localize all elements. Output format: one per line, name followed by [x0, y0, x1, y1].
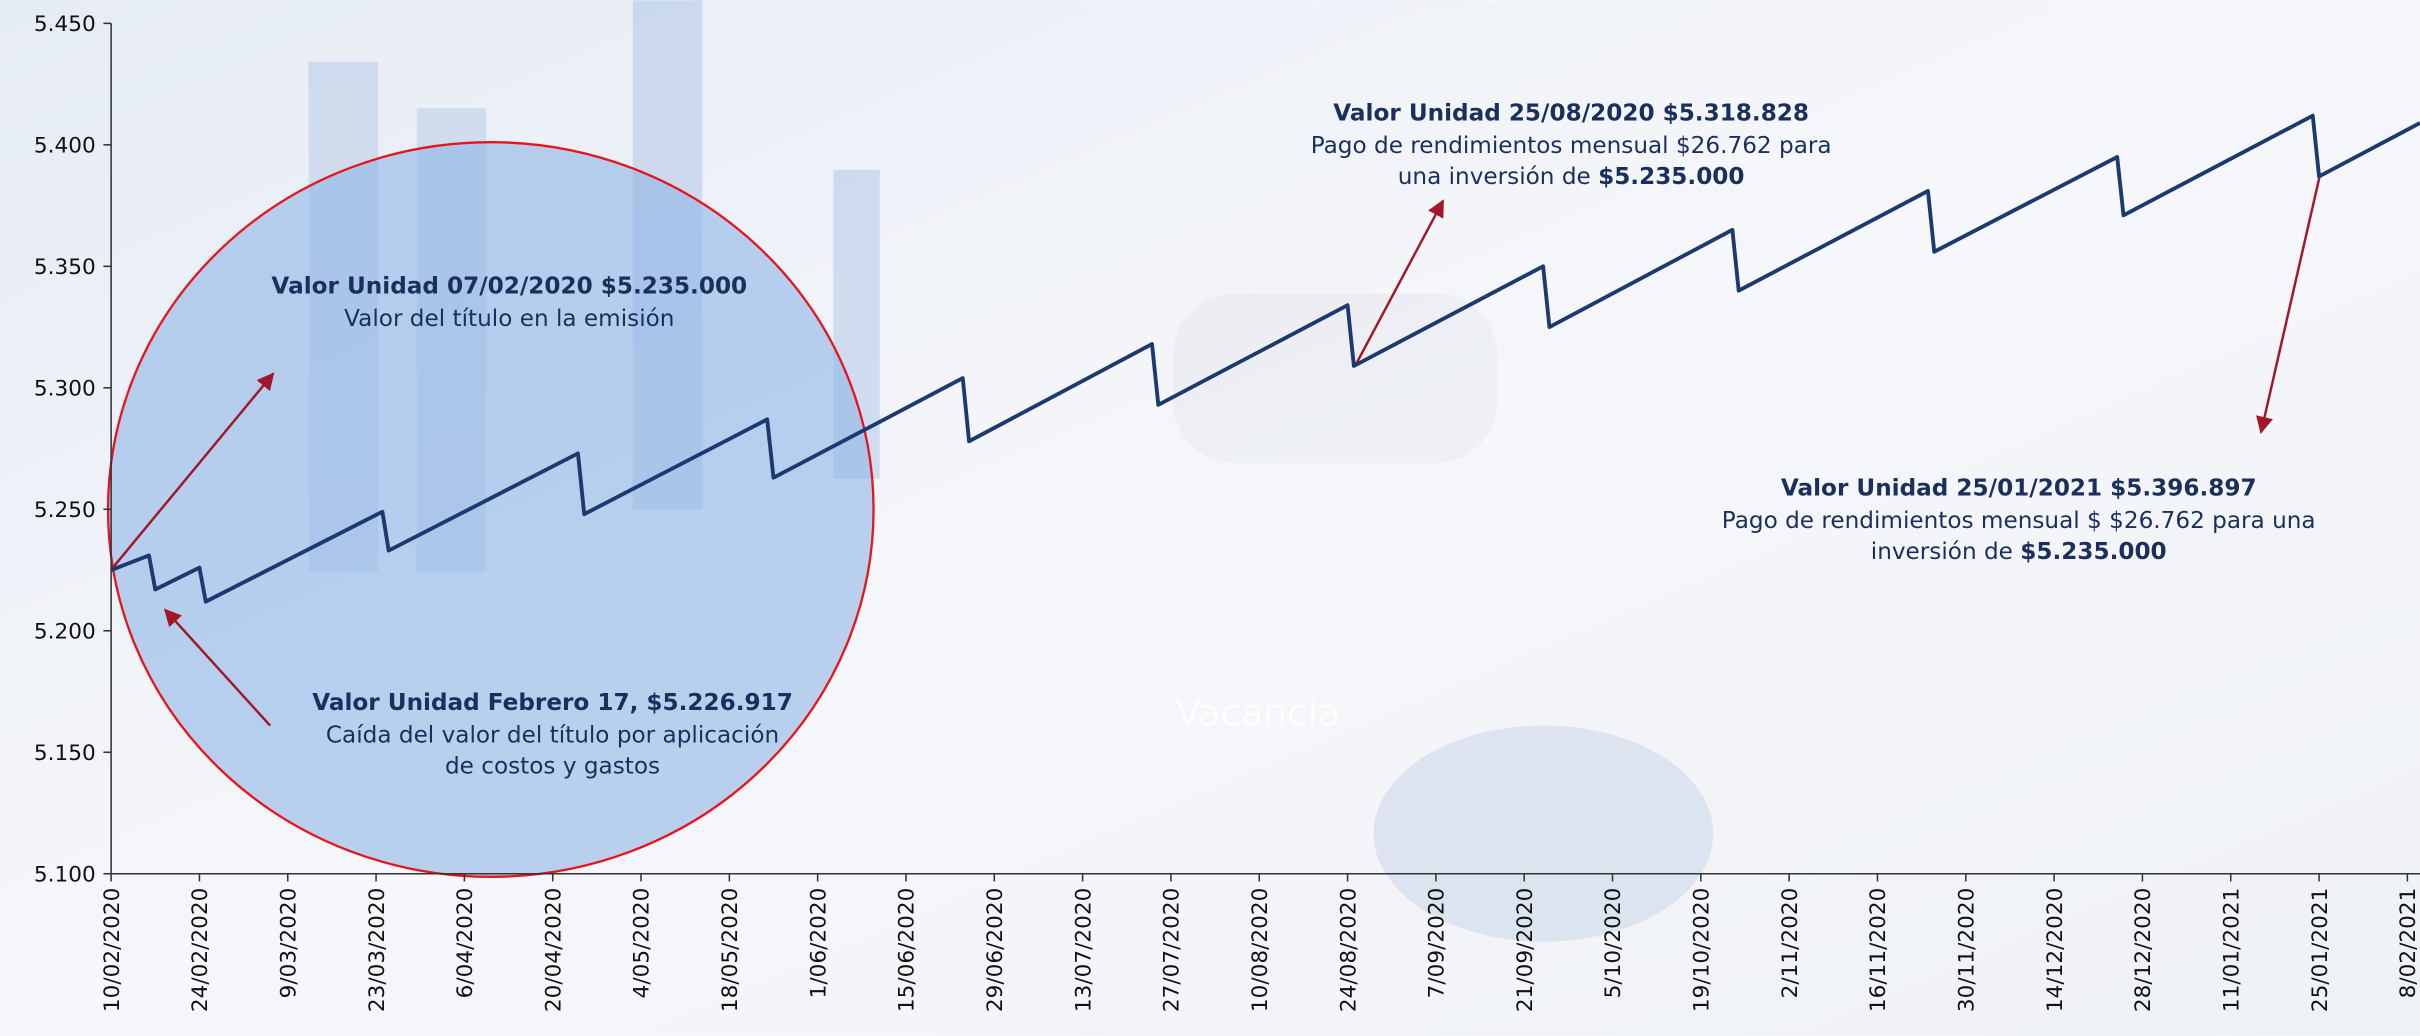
arrows	[110, 175, 2321, 727]
y-tick-label: 5.350	[34, 255, 96, 280]
y-tick-label: 5.250	[34, 498, 96, 523]
x-tick-label: 18/05/2020	[718, 888, 743, 1012]
x-tick-label: 15/06/2020	[895, 888, 920, 1012]
annotation-text-part: una inversión de	[1398, 164, 1598, 190]
annotation-text: inversión de $5.235.000	[1871, 539, 2167, 565]
annotation-title: Valor Unidad 25/01/2021 $5.396.897	[1781, 476, 2257, 502]
x-tick-label: 1/06/2020	[806, 888, 831, 999]
annotation-text: Caída del valor del título por aplicació…	[326, 723, 779, 749]
y-tick-label: 5.300	[34, 377, 96, 402]
annotation-text-part: Valor del título en la emisión	[344, 306, 674, 332]
annotation-text: Pago de rendimientos mensual $ $26.762 p…	[1722, 508, 2316, 534]
line-series	[110, 113, 2420, 604]
x-tick-label: 13/07/2020	[1071, 888, 1096, 1012]
annotation-text-part: inversión de	[1871, 539, 2021, 565]
arrow	[1353, 199, 1445, 367]
annotation-title: Valor Unidad Febrero 17, $5.226.917	[312, 690, 793, 716]
x-tick-label: 27/07/2020	[1160, 888, 1185, 1012]
x-tick-label: 25/01/2021	[2308, 888, 2333, 1012]
annotation-text: una inversión de $5.235.000	[1398, 164, 1745, 190]
x-tick-label: 21/09/2020	[1513, 888, 1538, 1012]
annotation-text-part: de costos y gastos	[445, 753, 660, 779]
y-tick-label: 5.400	[34, 134, 96, 159]
x-tick-label: 4/05/2020	[630, 888, 655, 999]
x-tick-label: 2/11/2020	[1778, 888, 1803, 999]
x-tick-label: 8/02/2021	[2396, 888, 2420, 999]
annotation-text-part: Pago de rendimientos mensual $ $26.762 p…	[1722, 508, 2316, 534]
x-tick-label: 24/02/2020	[188, 888, 213, 1012]
annotation-text-part: $5.235.000	[2020, 539, 2166, 565]
x-tick-label: 24/08/2020	[1336, 888, 1361, 1012]
annotation-text: de costos y gastos	[445, 753, 660, 779]
y-tick-label: 5.100	[34, 862, 96, 887]
arrow	[163, 608, 272, 727]
x-tick-label: 19/10/2020	[1690, 888, 1715, 1012]
x-tick-label: 28/12/2020	[2131, 888, 2156, 1012]
x-tick-label: 7/09/2020	[1425, 888, 1450, 999]
annotation-text: Pago de rendimientos mensual $26.762 par…	[1311, 133, 1832, 159]
arrow	[110, 372, 275, 571]
arrow	[2256, 175, 2321, 435]
x-tick-label: 14/12/2020	[2043, 888, 2068, 1012]
x-tick-label: 29/06/2020	[983, 888, 1008, 1012]
annotation-title: Valor Unidad 07/02/2020 $5.235.000	[271, 273, 747, 299]
annotation-text: Valor del título en la emisión	[344, 306, 674, 332]
x-tick-label: 10/02/2020	[100, 888, 125, 1012]
y-tick-label: 5.150	[34, 741, 96, 766]
watermark: Vacancia	[1175, 692, 1340, 735]
annotation-title: Valor Unidad 25/08/2020 $5.318.828	[1333, 101, 1809, 127]
x-tick-label: 11/01/2021	[2219, 888, 2244, 1012]
x-tick-label: 5/10/2020	[1601, 888, 1626, 999]
y-tick-label: 5.200	[34, 619, 96, 644]
x-tick-label: 6/04/2020	[453, 888, 478, 999]
x-tick-label: 20/04/2020	[541, 888, 566, 1012]
x-tick-label: 10/08/2020	[1248, 888, 1273, 1012]
x-tick-label: 16/11/2020	[1866, 888, 1891, 1012]
x-tick-label: 9/03/2020	[276, 888, 301, 999]
annotation-text-part: Pago de rendimientos mensual $26.762 par…	[1311, 133, 1832, 159]
annotation-text-part: $5.235.000	[1598, 164, 1744, 190]
annotation-text-part: Caída del valor del título por aplicació…	[326, 723, 779, 749]
x-tick-label: 30/11/2020	[1955, 888, 1980, 1012]
y-tick-label: 5.450	[34, 12, 96, 37]
x-tick-label: 23/03/2020	[365, 888, 390, 1012]
